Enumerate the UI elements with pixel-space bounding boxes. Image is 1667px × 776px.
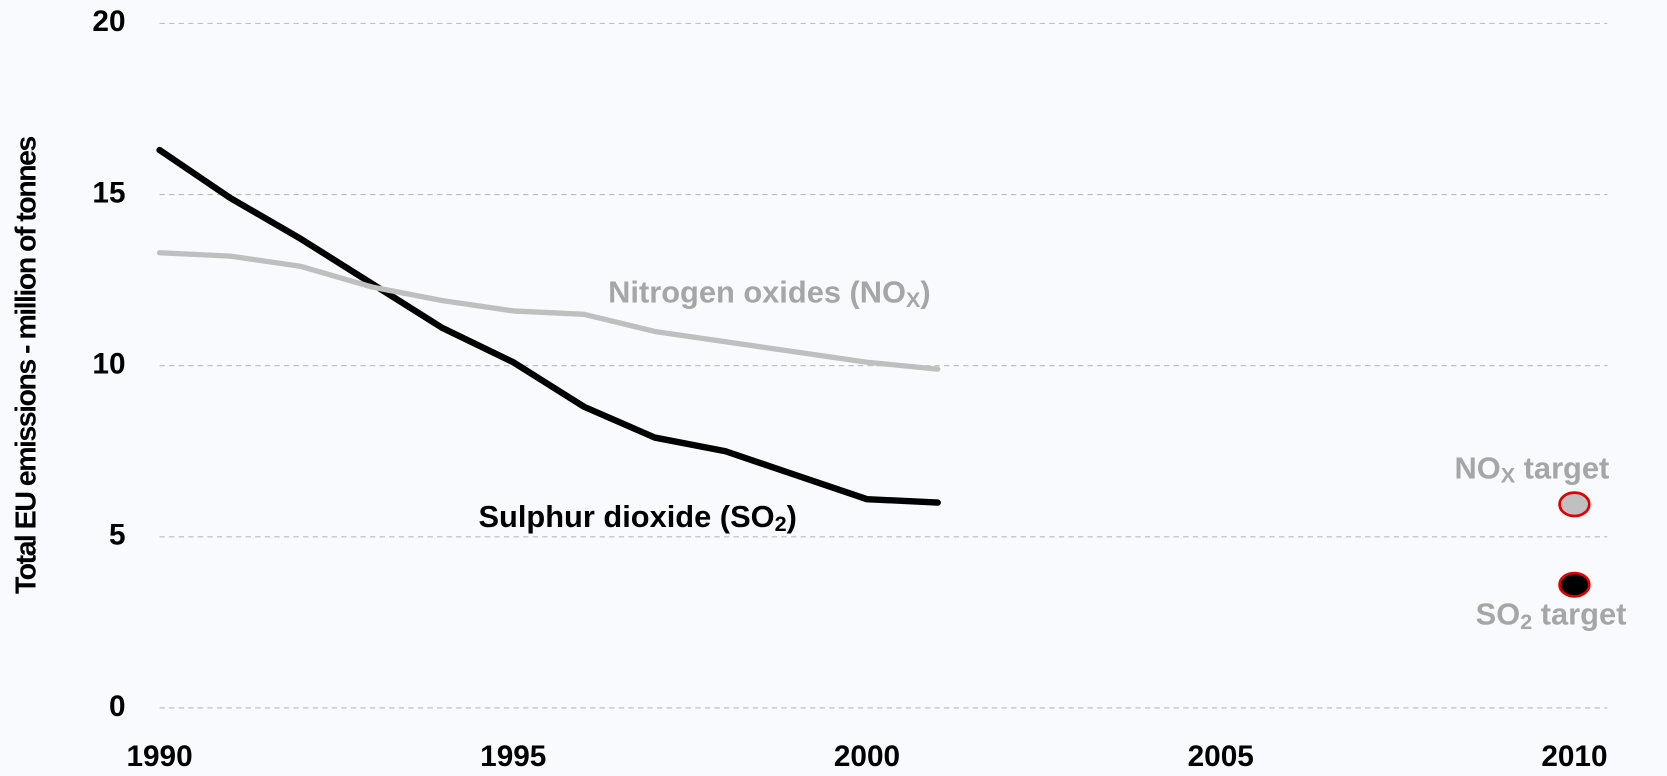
series-label-part: Sulphur dioxide (SO	[478, 499, 774, 534]
series-line	[156, 146, 941, 506]
series-label-part: )	[787, 499, 797, 534]
target-label-part: target	[1515, 450, 1609, 485]
y-tick-label: 5	[109, 519, 126, 552]
series-label-part: Nitrogen oxides (NO	[608, 275, 906, 310]
target-label-part: X	[1501, 462, 1516, 487]
x-tick-label: 1990	[126, 740, 192, 773]
target-point	[1558, 571, 1591, 598]
x-tick-label: 2010	[1541, 740, 1607, 773]
x-tick-label: 2005	[1188, 740, 1254, 773]
target-point	[1558, 491, 1591, 518]
y-tick-label: 10	[92, 348, 125, 381]
y-tick-label: 0	[109, 690, 126, 723]
x-tick-label: 2000	[834, 740, 900, 773]
series-label: Sulphur dioxide (SO2)	[478, 499, 796, 536]
y-axis-label: Total EU emissions - million of tonnes	[10, 137, 42, 595]
target-label-part: 2	[1520, 609, 1532, 634]
y-tick-label: 15	[92, 176, 125, 209]
target-label-part: NO	[1455, 450, 1501, 485]
x-tick-label: 1995	[480, 740, 546, 773]
target-label-part: target	[1532, 597, 1626, 632]
series-label-part: )	[920, 275, 930, 310]
series-label-part: 2	[775, 511, 787, 536]
series-label: Nitrogen oxides (NOX)	[608, 275, 931, 312]
y-tick-label: 20	[92, 5, 125, 38]
series-label-part: X	[906, 287, 921, 312]
target-label: SO2 target	[1476, 597, 1627, 634]
series-line	[156, 250, 941, 372]
target-label-part: SO	[1476, 597, 1521, 632]
target-label: NOX target	[1455, 450, 1610, 487]
